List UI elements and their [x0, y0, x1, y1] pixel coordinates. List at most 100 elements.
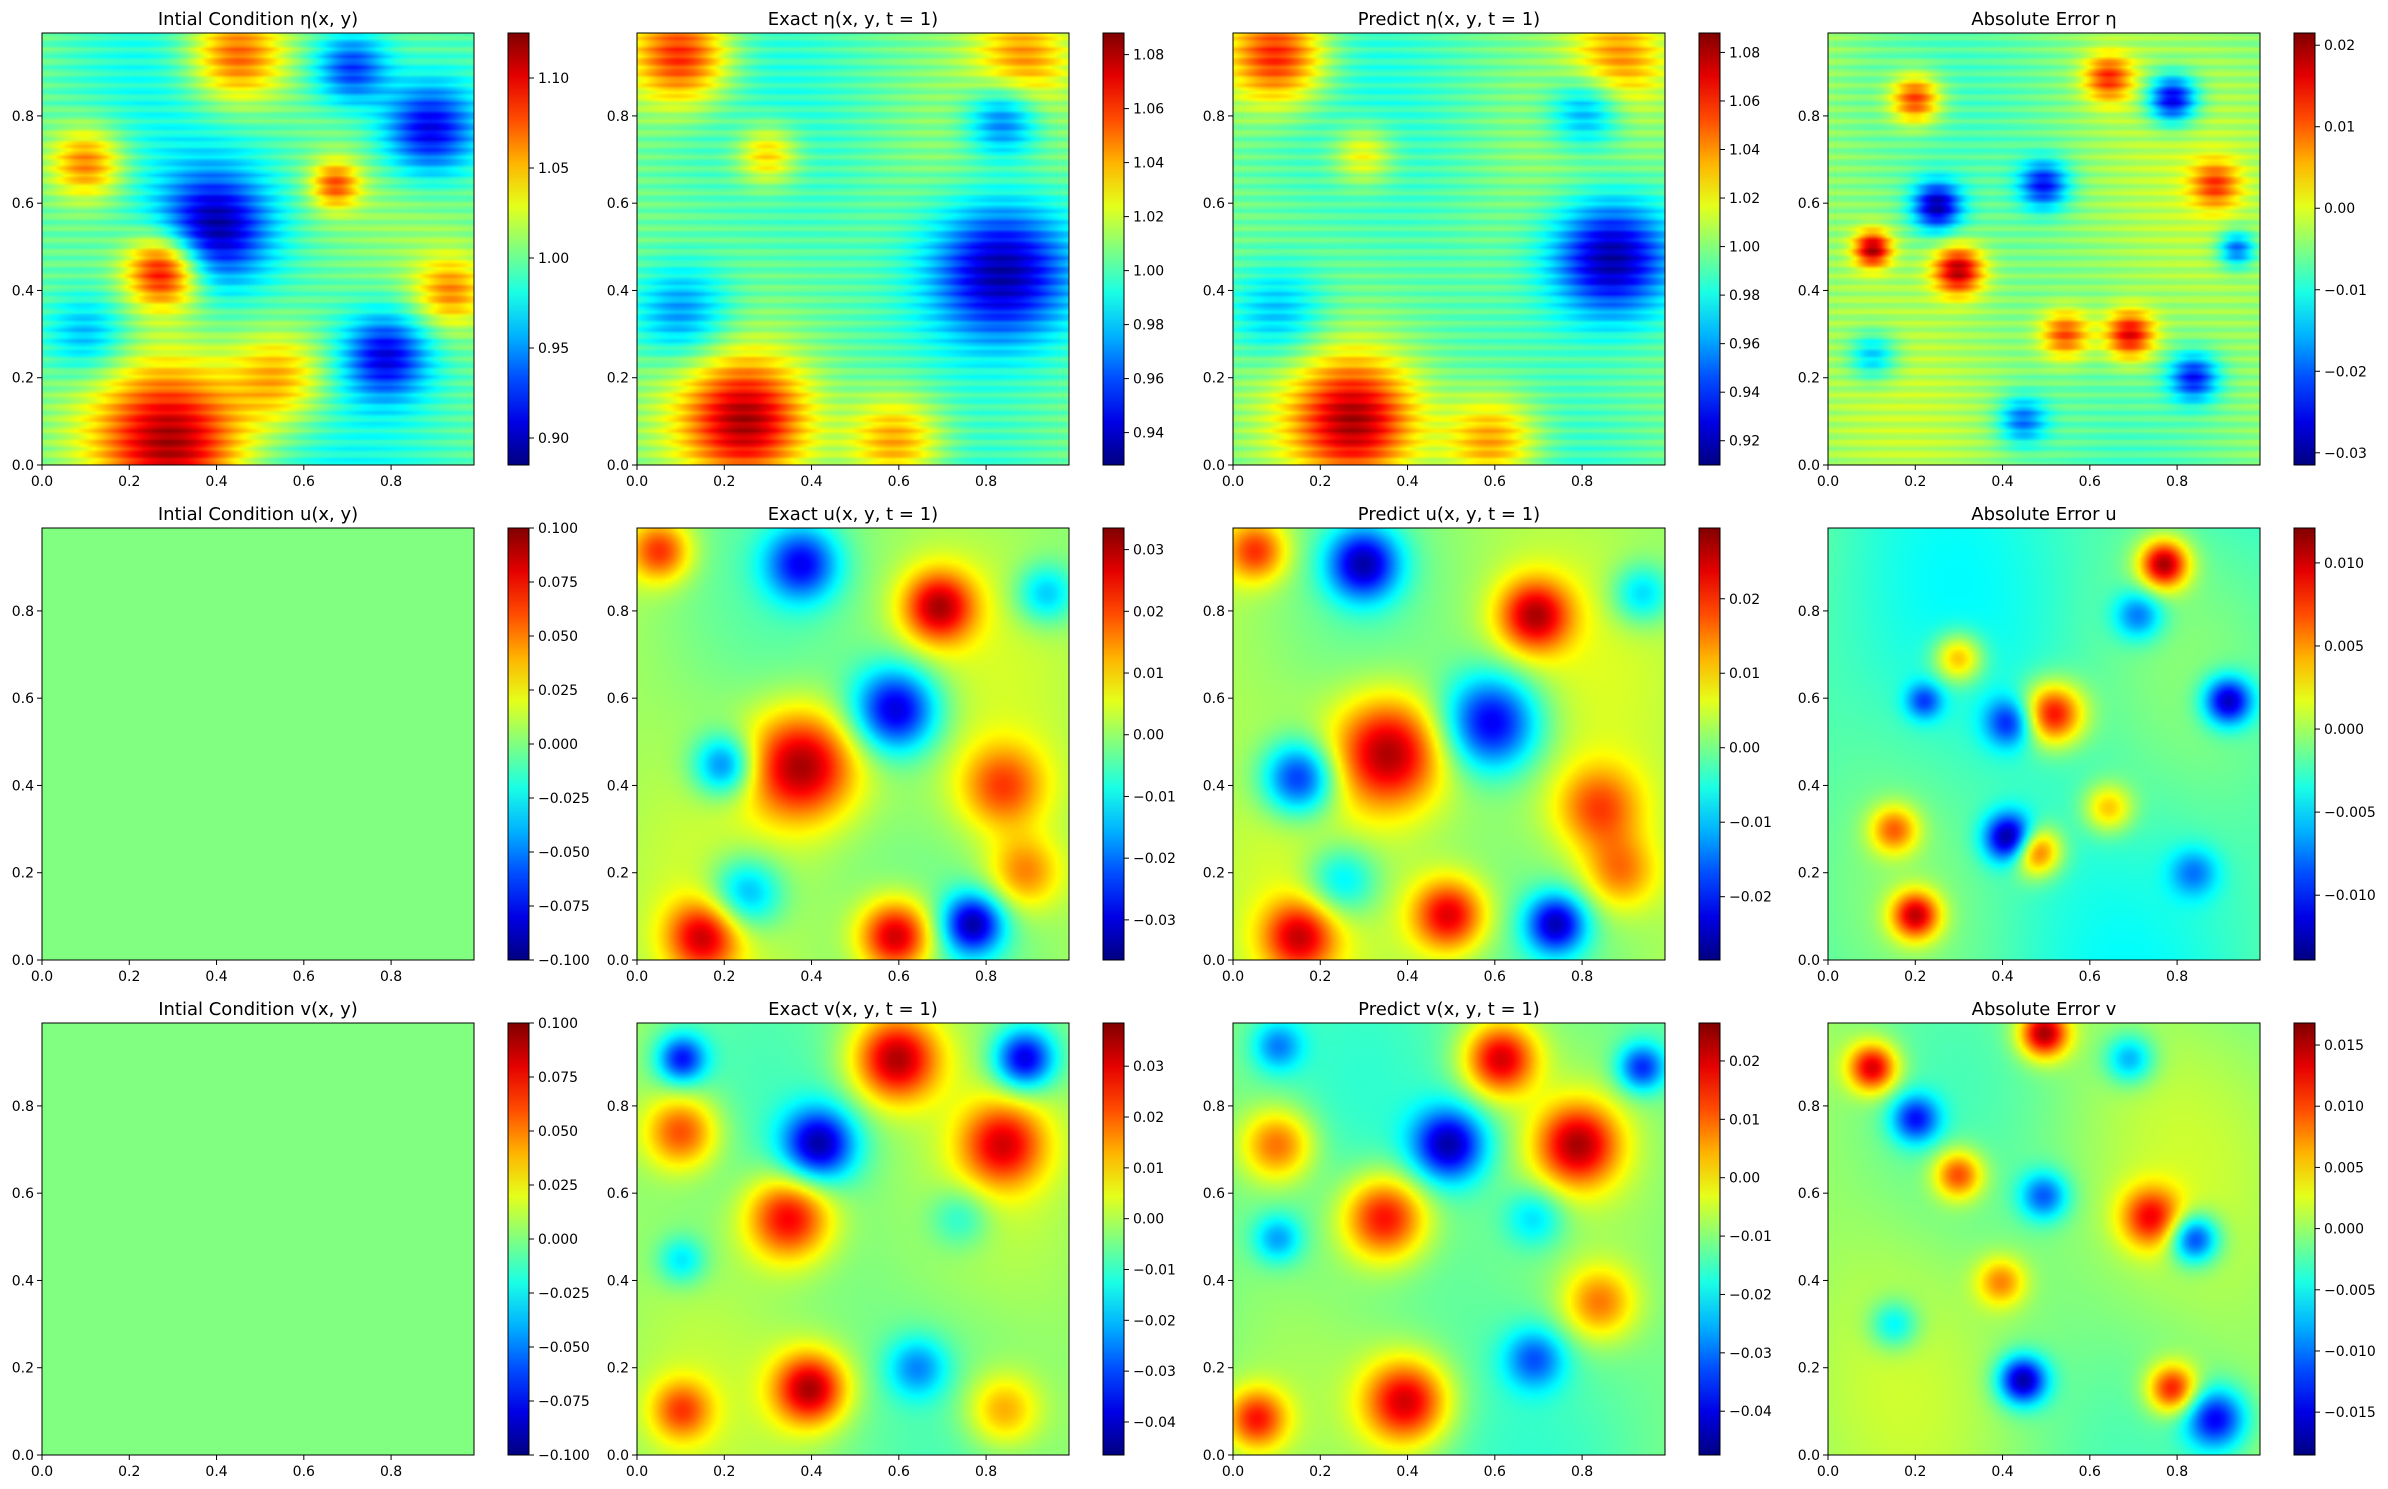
colorbar-tick-label: 0.005	[2324, 639, 2364, 655]
colorbar-tick-label: 0.01	[2324, 120, 2355, 136]
x-tick-label: 0.6	[293, 474, 315, 490]
x-tick-label: 0.0	[1817, 969, 1839, 985]
colorbar-tick-label: 0.010	[2324, 1099, 2364, 1115]
colorbar-tick-label: −0.075	[538, 899, 590, 915]
plot-frame	[1232, 1022, 1666, 1456]
colorbar-tick-label: 0.98	[1133, 318, 1164, 334]
x-tick-label: 0.0	[1222, 969, 1244, 985]
x-tick-label: 0.6	[888, 474, 910, 490]
y-tick-label: 0.8	[1203, 109, 1225, 125]
y-tick-label: 0.8	[607, 1099, 629, 1115]
colorbar	[507, 527, 530, 961]
x-tick-label: 0.6	[888, 969, 910, 985]
panel-6: Exact u(x, y, t = 1) 0.0 0.2 0.4 0.6 0.8 0.0 0.…	[607, 504, 1176, 985]
y-tick-label: 0.8	[1798, 109, 1820, 125]
colorbar-tick-label: 1.00	[1729, 240, 1760, 256]
x-tick-label: 0.2	[118, 474, 140, 490]
y-tick-label: 0.2	[1203, 866, 1225, 882]
x-tick-label: 0.6	[888, 1464, 910, 1480]
colorbar-tick-label: −0.100	[538, 1448, 590, 1464]
panel-title: Intial Condition u(x, y)	[158, 504, 358, 525]
colorbar-tick-label: −0.005	[2324, 805, 2376, 821]
y-tick-label: 0.2	[12, 371, 34, 387]
x-tick-label: 0.0	[626, 1464, 648, 1480]
x-tick-label: 0.4	[800, 1464, 822, 1480]
colorbar-tick-label: 1.06	[1133, 102, 1164, 118]
panel-title: Intial Condition v(x, y)	[158, 999, 358, 1020]
plot-frame	[41, 1022, 475, 1456]
x-tick-label: 0.2	[1309, 1464, 1331, 1480]
x-tick-label: 0.0	[31, 1464, 53, 1480]
y-tick-label: 0.0	[607, 458, 629, 474]
colorbar-tick-label: 1.08	[1729, 45, 1760, 61]
y-tick-label: 0.0	[12, 953, 34, 969]
heatmap-image	[42, 33, 474, 465]
x-tick-label: 0.8	[380, 969, 402, 985]
x-tick-label: 0.8	[380, 1464, 402, 1480]
y-tick-label: 0.6	[1203, 691, 1225, 707]
colorbar-tick-label: 0.02	[2324, 38, 2355, 54]
colorbar-tick-label: 0.94	[1133, 426, 1164, 442]
colorbar	[507, 32, 530, 466]
colorbar-tick-label: 0.000	[2324, 722, 2364, 738]
y-tick-label: 0.8	[607, 109, 629, 125]
heatmap-image	[637, 1023, 1069, 1455]
colorbar-tick-label: −0.03	[1729, 1346, 1772, 1362]
colorbar-tick-label: −0.025	[538, 791, 590, 807]
colorbar-tick-label: −0.010	[2324, 888, 2376, 904]
colorbar	[1698, 32, 1721, 466]
plot-frame	[41, 527, 475, 961]
x-tick-label: 0.4	[1396, 474, 1418, 490]
y-tick-label: 0.8	[12, 1099, 34, 1115]
y-tick-label: 0.8	[1203, 1099, 1225, 1115]
panel-1: Intial Condition η(x, y) 0.0 0.2 0.4 0.6 0.8 0…	[12, 9, 569, 490]
y-tick-label: 0.2	[607, 1361, 629, 1377]
y-tick-label: 0.6	[1798, 1186, 1820, 1202]
x-tick-label: 0.8	[975, 969, 997, 985]
y-tick-label: 0.6	[607, 691, 629, 707]
colorbar-tick-label: 0.96	[1729, 337, 1760, 353]
y-tick-label: 0.4	[607, 1273, 629, 1289]
colorbar-tick-label: −0.03	[1133, 913, 1176, 929]
y-tick-label: 0.2	[1798, 371, 1820, 387]
plot-frame	[1827, 1022, 2261, 1456]
x-tick-label: 0.8	[2166, 1464, 2188, 1480]
x-tick-label: 0.0	[31, 474, 53, 490]
y-tick-label: 0.6	[12, 691, 34, 707]
x-tick-label: 0.2	[713, 474, 735, 490]
colorbar-tick-label: 0.01	[1729, 666, 1760, 682]
y-tick-label: 0.4	[607, 283, 629, 299]
panel-title: Exact η(x, y, t = 1)	[768, 9, 938, 30]
heatmap-image	[1233, 33, 1665, 465]
y-tick-label: 0.2	[1203, 1361, 1225, 1377]
colorbar	[2293, 1022, 2316, 1456]
x-tick-label: 0.2	[118, 1464, 140, 1480]
colorbar-tick-label: 0.01	[1133, 1161, 1164, 1177]
y-tick-label: 0.6	[12, 196, 34, 212]
colorbar-tick-label: 1.05	[538, 161, 569, 177]
x-tick-label: 0.8	[1571, 969, 1593, 985]
colorbar-tick-label: −0.01	[1133, 1262, 1176, 1278]
colorbar-tick-label: −0.050	[538, 1340, 590, 1356]
x-tick-label: 0.6	[2079, 969, 2101, 985]
colorbar-tick-label: −0.075	[538, 1394, 590, 1410]
x-tick-label: 0.4	[1991, 474, 2013, 490]
x-tick-label: 0.6	[1484, 474, 1506, 490]
colorbar	[2293, 527, 2316, 961]
x-tick-label: 0.0	[626, 474, 648, 490]
x-tick-label: 0.0	[1222, 474, 1244, 490]
colorbar-tick-label: 1.10	[538, 71, 569, 87]
x-tick-label: 0.2	[713, 969, 735, 985]
x-tick-label: 0.6	[2079, 474, 2101, 490]
panel-title: Predict u(x, y, t = 1)	[1358, 504, 1540, 525]
panel-3: Predict η(x, y, t = 1) 0.0 0.2 0.4 0.6 0.8 0.0…	[1203, 9, 1761, 490]
heatmap-image	[1828, 1023, 2260, 1455]
panel-title: Intial Condition η(x, y)	[158, 9, 358, 30]
colorbar-tick-label: 0.000	[538, 1232, 578, 1248]
x-tick-label: 0.4	[205, 969, 227, 985]
y-tick-label: 0.2	[1798, 866, 1820, 882]
colorbar-tick-label: 0.03	[1133, 1059, 1164, 1075]
y-tick-label: 0.4	[1203, 283, 1225, 299]
x-tick-label: 0.2	[1904, 474, 1926, 490]
x-tick-label: 0.6	[293, 1464, 315, 1480]
